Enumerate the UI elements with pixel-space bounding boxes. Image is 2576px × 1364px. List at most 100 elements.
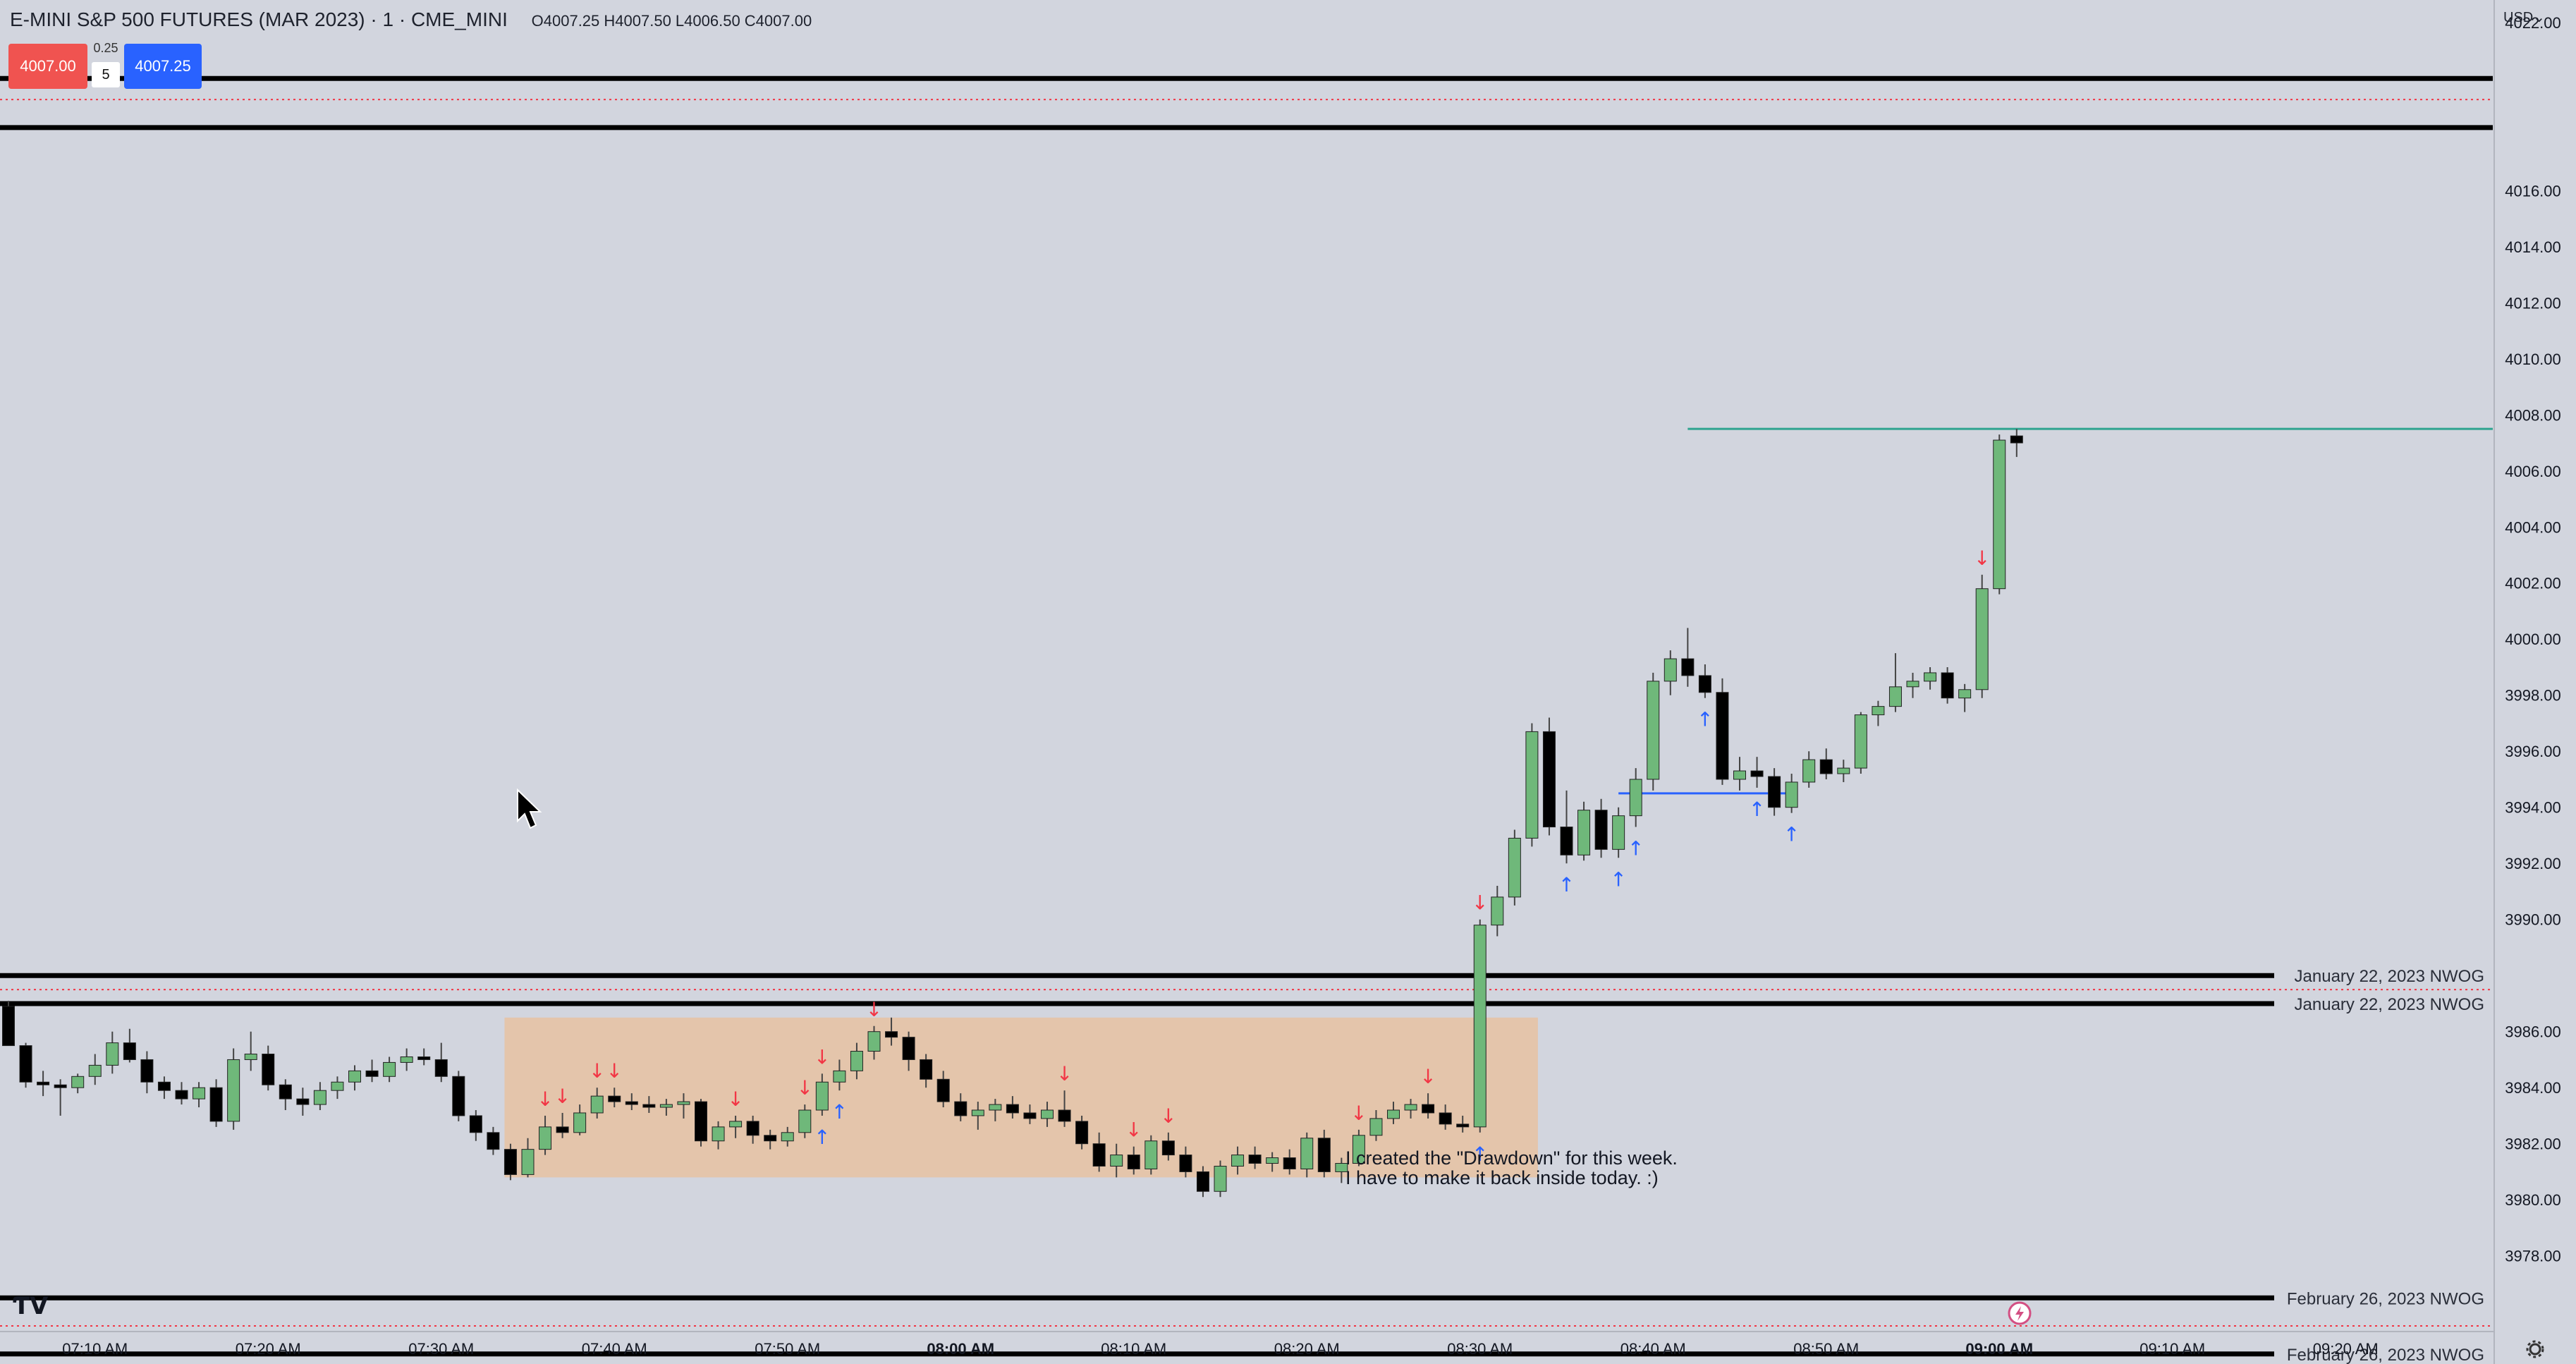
candle bbox=[365, 1070, 379, 1077]
down-arrow-marker: ↓ bbox=[1420, 1065, 1436, 1088]
candle bbox=[1647, 681, 1660, 780]
x-tick-label: 07:40 AM bbox=[582, 1340, 647, 1358]
candle bbox=[1023, 1112, 1037, 1119]
x-tick-label: 09:10 AM bbox=[2139, 1340, 2205, 1358]
down-arrow-marker: ↓ bbox=[589, 1059, 605, 1083]
drawdown-zone bbox=[504, 1017, 1538, 1178]
down-arrow-marker: ↓ bbox=[554, 1085, 570, 1108]
candle bbox=[1508, 837, 1521, 898]
candle bbox=[503, 1149, 517, 1175]
candle bbox=[1560, 827, 1573, 855]
candle bbox=[1092, 1143, 1106, 1167]
candle bbox=[1473, 925, 1487, 1128]
candle bbox=[383, 1061, 396, 1077]
y-tick-label: 4006.00 bbox=[2505, 463, 2561, 480]
y-tick-label: 3992.00 bbox=[2505, 855, 2561, 872]
candle bbox=[1681, 658, 1695, 676]
down-arrow-marker: ↓ bbox=[537, 1088, 553, 1111]
candle bbox=[1906, 681, 1919, 688]
candle bbox=[348, 1070, 361, 1083]
candle bbox=[262, 1054, 275, 1085]
candle bbox=[331, 1081, 344, 1091]
candle bbox=[954, 1101, 967, 1116]
x-tick-label: 08:30 AM bbox=[1447, 1340, 1513, 1358]
annotation-text: I have to make it back inside today. :) bbox=[1345, 1167, 1659, 1188]
candle bbox=[88, 1064, 102, 1077]
candle bbox=[867, 1031, 881, 1052]
up-arrow-marker: ↑ bbox=[1783, 823, 1800, 846]
candle bbox=[902, 1037, 915, 1060]
candle bbox=[2, 1006, 15, 1047]
y-tick-label: 4002.00 bbox=[2505, 575, 2561, 592]
quantity-input[interactable]: 5 bbox=[92, 62, 120, 87]
candle bbox=[1716, 692, 1729, 780]
symbol-title[interactable]: E-MINI S&P 500 FUTURES (MAR 2023) · 1 · … bbox=[10, 8, 508, 30]
down-arrow-marker: ↓ bbox=[1350, 1102, 1367, 1125]
up-arrow-marker: ↑ bbox=[1697, 708, 1713, 731]
candle bbox=[1958, 689, 1972, 699]
candle bbox=[434, 1059, 448, 1077]
down-arrow-marker: ↓ bbox=[727, 1088, 743, 1111]
y-tick-label: 4010.00 bbox=[2505, 351, 2561, 368]
candle bbox=[729, 1121, 743, 1128]
candle bbox=[573, 1112, 587, 1133]
y-tick-label: 3994.00 bbox=[2505, 799, 2561, 817]
candle bbox=[106, 1042, 119, 1066]
candle bbox=[1768, 776, 1781, 808]
candle bbox=[642, 1104, 656, 1108]
candle bbox=[1075, 1121, 1089, 1145]
x-tick-label: 07:50 AM bbox=[755, 1340, 820, 1358]
candle bbox=[209, 1087, 223, 1122]
candle bbox=[400, 1056, 413, 1063]
y-tick-label: 4022.00 bbox=[2505, 14, 2561, 32]
x-tick-label: 07:10 AM bbox=[62, 1340, 128, 1358]
candle bbox=[920, 1059, 933, 1080]
lightning-icon[interactable] bbox=[2007, 1301, 2032, 1326]
candle bbox=[1629, 779, 1642, 817]
candle bbox=[452, 1076, 465, 1116]
candle bbox=[157, 1081, 171, 1091]
down-arrow-marker: ↓ bbox=[866, 998, 882, 1021]
up-arrow-marker: ↑ bbox=[1628, 837, 1644, 860]
annotation-text: I created the "Drawdown" for this week. bbox=[1345, 1147, 1678, 1169]
candle bbox=[1248, 1155, 1262, 1164]
candle bbox=[1352, 1135, 1365, 1164]
candle bbox=[556, 1126, 569, 1133]
level-line-text: February 26, 2023 NWOG bbox=[2287, 1346, 2484, 1364]
tradingview-logo[interactable]: ƬV bbox=[13, 1292, 49, 1320]
candle bbox=[1456, 1124, 1470, 1128]
down-arrow-marker: ↓ bbox=[1472, 891, 1488, 915]
buy-button[interactable]: 4007.25 bbox=[124, 44, 202, 89]
candle bbox=[1733, 770, 1746, 780]
candle bbox=[1127, 1155, 1140, 1169]
down-arrow-marker: ↓ bbox=[1056, 1062, 1073, 1085]
candle bbox=[1664, 658, 1677, 682]
candle bbox=[1422, 1104, 1435, 1114]
candle bbox=[1161, 1140, 1175, 1156]
candle bbox=[677, 1101, 690, 1105]
down-arrow-marker: ↓ bbox=[1125, 1119, 1142, 1142]
ohlc-values: O4007.25 H4007.50 L4006.50 C4007.00 bbox=[531, 12, 812, 30]
candle bbox=[989, 1104, 1002, 1111]
up-arrow-marker: ↑ bbox=[1472, 1143, 1488, 1166]
candle bbox=[1300, 1138, 1314, 1169]
gear-icon[interactable] bbox=[2525, 1339, 2546, 1360]
sell-button[interactable]: 4007.00 bbox=[8, 44, 87, 89]
y-tick-label: 3996.00 bbox=[2505, 743, 2561, 760]
candle bbox=[296, 1098, 310, 1105]
x-tick-label: 08:20 AM bbox=[1274, 1340, 1340, 1358]
spread-value: 0.25 bbox=[93, 41, 118, 55]
y-tick-label: 3980.00 bbox=[2505, 1191, 2561, 1209]
x-tick-label: 07:30 AM bbox=[408, 1340, 474, 1358]
candle bbox=[1266, 1157, 1279, 1164]
currency-selector[interactable]: USD⌄ bbox=[2503, 8, 2545, 26]
candle bbox=[1888, 686, 1902, 707]
candle bbox=[1006, 1104, 1019, 1114]
x-tick-label: 08:50 AM bbox=[1793, 1340, 1859, 1358]
candle bbox=[798, 1109, 812, 1133]
candle bbox=[781, 1132, 794, 1142]
candle bbox=[1369, 1118, 1383, 1136]
x-tick-label: 07:20 AM bbox=[236, 1340, 301, 1358]
